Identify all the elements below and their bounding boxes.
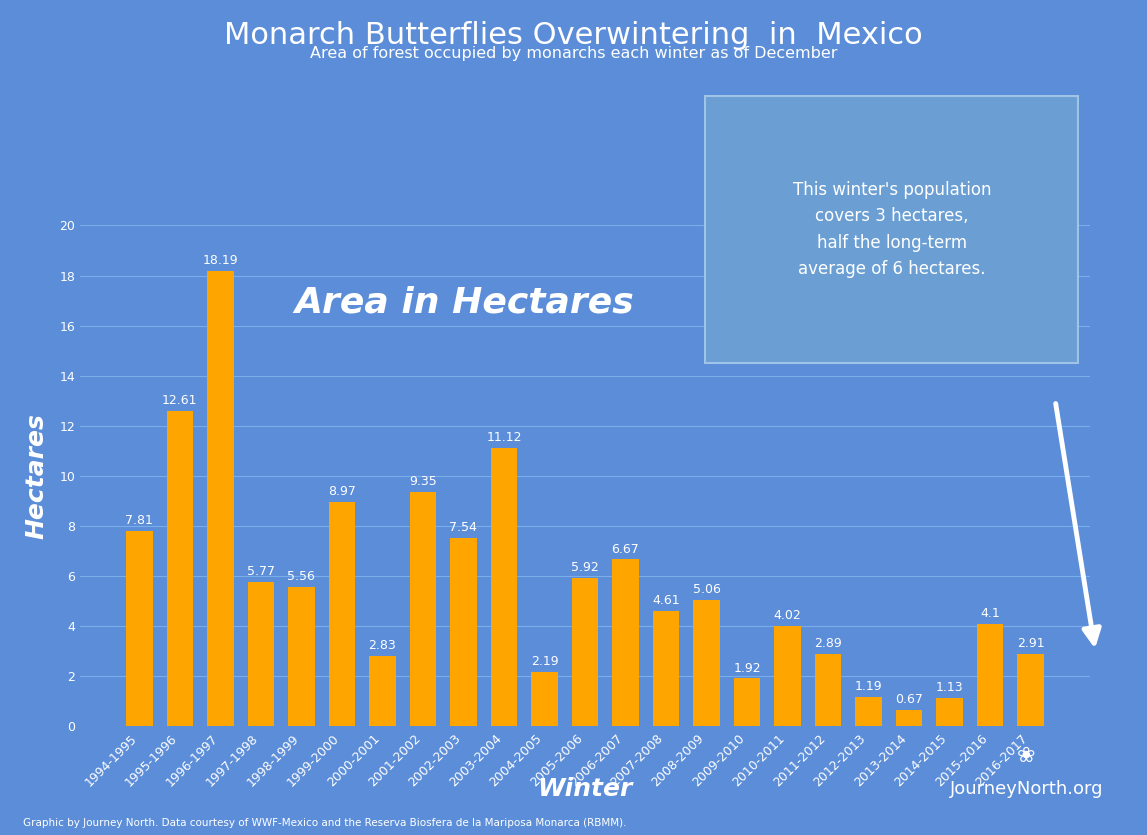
Text: 8.97: 8.97	[328, 485, 356, 498]
Text: 4.02: 4.02	[774, 609, 802, 622]
Bar	[653, 611, 679, 726]
Text: This winter's population
covers 3 hectares,
half the long-term
average of 6 hect: This winter's population covers 3 hectar…	[793, 181, 991, 278]
Bar	[208, 271, 234, 726]
Bar	[248, 582, 274, 726]
Text: 18.19: 18.19	[203, 254, 239, 267]
Text: Monarch Butterflies Overwintering  in  Mexico: Monarch Butterflies Overwintering in Mex…	[224, 21, 923, 50]
Text: 5.06: 5.06	[693, 583, 720, 596]
Bar	[126, 531, 153, 726]
Text: 7.54: 7.54	[450, 521, 477, 534]
Text: Area in Hectares: Area in Hectares	[294, 286, 634, 320]
Bar	[1017, 654, 1044, 726]
Bar	[734, 678, 760, 726]
Text: 4.1: 4.1	[981, 607, 1000, 620]
Bar	[166, 411, 193, 726]
Text: 1.92: 1.92	[733, 661, 760, 675]
Bar	[814, 654, 841, 726]
Bar	[369, 655, 396, 726]
Text: 12.61: 12.61	[162, 394, 197, 407]
Text: 2.91: 2.91	[1016, 637, 1045, 650]
Bar	[491, 448, 517, 726]
Bar	[329, 502, 356, 726]
Bar	[288, 587, 314, 726]
Text: 0.67: 0.67	[895, 693, 923, 706]
Text: 4.61: 4.61	[653, 595, 680, 607]
Text: 5.77: 5.77	[247, 565, 275, 578]
Bar	[612, 559, 639, 726]
Text: Graphic by Journey North. Data courtesy of WWF-Mexico and the Reserva Biosfera d: Graphic by Journey North. Data courtesy …	[23, 818, 626, 828]
Text: 5.92: 5.92	[571, 561, 599, 574]
Bar	[856, 696, 882, 726]
Text: 7.81: 7.81	[125, 514, 154, 527]
Text: 5.56: 5.56	[288, 570, 315, 584]
Bar	[572, 578, 598, 726]
Text: 6.67: 6.67	[611, 543, 639, 555]
Bar	[531, 671, 557, 726]
Bar	[409, 493, 436, 726]
Text: 2.19: 2.19	[531, 655, 559, 668]
Text: 1.13: 1.13	[936, 681, 963, 695]
Bar	[774, 625, 801, 726]
Text: 9.35: 9.35	[409, 475, 437, 488]
Bar	[896, 710, 922, 726]
Text: 11.12: 11.12	[486, 431, 522, 444]
Text: 1.19: 1.19	[855, 680, 882, 693]
Text: Area of forest occupied by monarchs each winter as of December: Area of forest occupied by monarchs each…	[310, 46, 837, 61]
Bar	[693, 600, 719, 726]
Text: Winter: Winter	[537, 777, 633, 801]
Text: JourneyNorth.org: JourneyNorth.org	[950, 780, 1103, 798]
Text: 2.83: 2.83	[368, 639, 396, 652]
Bar	[451, 538, 477, 726]
Text: ❀: ❀	[1017, 746, 1036, 766]
Bar	[936, 698, 962, 726]
Y-axis label: Hectares: Hectares	[24, 413, 48, 539]
Bar	[977, 624, 1004, 726]
Text: 2.89: 2.89	[814, 637, 842, 650]
